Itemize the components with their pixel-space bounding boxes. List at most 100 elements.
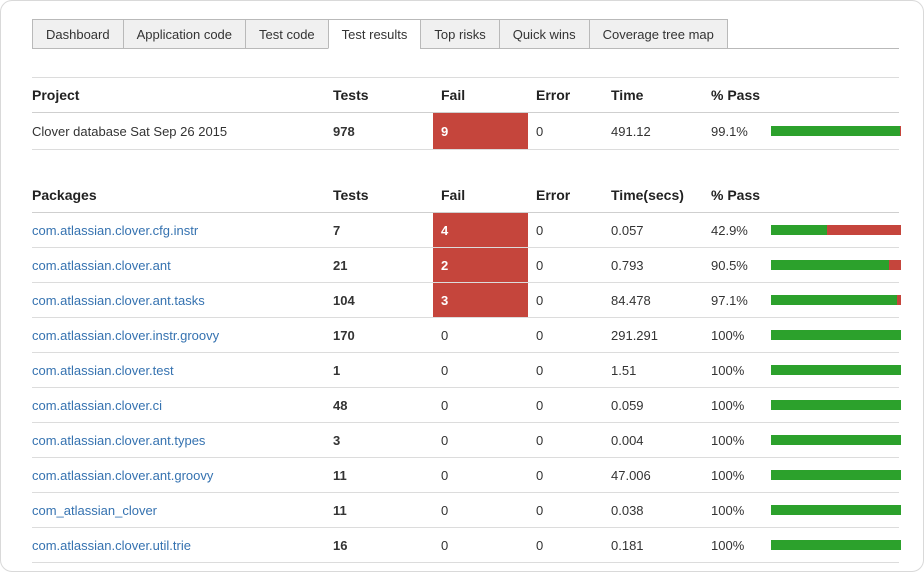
package-link[interactable]: com.atlassian.clover.test (32, 362, 174, 378)
pass-bar (771, 540, 901, 550)
row-fail: 2 (433, 248, 528, 282)
tab-top-risks[interactable]: Top risks (420, 19, 500, 49)
pass-bar (771, 225, 901, 235)
row-time: 0.181 (611, 537, 644, 553)
package-link[interactable]: com.atlassian.clover.ci (32, 397, 163, 413)
row-pass-pct: 100% (711, 397, 745, 413)
tab-test-results[interactable]: Test results (327, 19, 422, 49)
package-link[interactable]: com.atlassian.clover.instr.groovy (32, 327, 220, 343)
package-link[interactable]: com.atlassian.clover.ant.types (32, 432, 206, 448)
row-fail: 0 (441, 327, 449, 343)
table-row: com_atlassian_clover 11 0 0 0.038 100% (32, 493, 901, 528)
row-pass-pct: 100% (711, 467, 745, 483)
row-pass-pct: 100% (711, 432, 745, 448)
col-header-pass: % Pass (711, 187, 761, 203)
table-row: com.atlassian.clover.instr.groovy 170 0 … (32, 318, 901, 353)
pass-bar-red-segment (826, 225, 901, 235)
tab-quick-wins[interactable]: Quick wins (498, 19, 590, 49)
row-pass-pct: 99.1% (711, 123, 748, 139)
row-error: 0 (536, 432, 544, 448)
row-error: 0 (536, 327, 544, 343)
col-header-tests: Tests (333, 87, 369, 103)
col-header-fail: Fail (441, 87, 466, 103)
col-header-tests: Tests (333, 187, 369, 203)
row-fail: 4 (433, 213, 528, 247)
row-error: 0 (536, 537, 544, 553)
row-pass-bar-cell (771, 295, 901, 305)
table-row: com.atlassian.clover.ant.tasks 104 3 0 8… (32, 283, 901, 318)
project-summary-table: Project Tests Fail Error Time % Pass Clo… (32, 77, 901, 150)
row-tests: 3 (333, 432, 341, 448)
packages-table-header: Packages Tests Fail Error Time(secs) % P… (32, 178, 899, 213)
row-fail: 0 (441, 432, 449, 448)
col-header-error: Error (536, 87, 571, 103)
pass-bar-green-segment (771, 330, 901, 340)
package-link[interactable]: com_atlassian_clover (32, 502, 158, 518)
row-pass-bar-cell (771, 435, 901, 445)
row-tests: 104 (333, 292, 355, 308)
package-link[interactable]: com.atlassian.clover.util.trie (32, 537, 191, 553)
row-fail: 0 (441, 537, 449, 553)
row-pass-pct: 100% (711, 502, 745, 518)
pass-bar (771, 126, 901, 136)
row-name: Clover database Sat Sep 26 2015 (32, 123, 228, 139)
row-tests: 1 (333, 362, 341, 378)
row-error: 0 (536, 502, 544, 518)
package-link[interactable]: com.atlassian.clover.ant (32, 257, 171, 273)
package-link[interactable]: com.atlassian.clover.ant.groovy (32, 467, 214, 483)
row-pass-pct: 100% (711, 327, 745, 343)
tab-dashboard[interactable]: Dashboard (32, 19, 124, 49)
pass-bar-green-segment (771, 225, 827, 235)
pass-bar (771, 470, 901, 480)
project-table-header: Project Tests Fail Error Time % Pass (32, 77, 899, 113)
col-header-packages: Packages (32, 187, 97, 203)
col-header-project: Project (32, 87, 80, 103)
row-pass-bar-cell (771, 365, 901, 375)
pass-bar-green-segment (771, 295, 898, 305)
row-tests: 21 (333, 257, 348, 273)
row-tests: 16 (333, 537, 348, 553)
row-fail: 9 (433, 113, 528, 149)
tab-coverage-tree-map[interactable]: Coverage tree map (588, 19, 728, 49)
pass-bar-green-segment (771, 505, 901, 515)
row-time: 47.006 (611, 467, 651, 483)
row-fail: 0 (441, 362, 449, 378)
package-link[interactable]: com.atlassian.clover.ant.tasks (32, 292, 205, 308)
row-pass-bar-cell (771, 330, 901, 340)
table-row: com.atlassian.clover.ant 21 2 0 0.793 90… (32, 248, 901, 283)
pass-bar-green-segment (771, 540, 901, 550)
row-fail: 3 (433, 283, 528, 317)
row-pass-pct: 100% (711, 537, 745, 553)
pass-bar-red-segment (897, 295, 901, 305)
row-pass-bar-cell (771, 400, 901, 410)
tab-application-code[interactable]: Application code (122, 19, 247, 49)
row-error: 0 (536, 467, 544, 483)
col-header-error: Error (536, 187, 571, 203)
row-pass-bar-cell (771, 540, 901, 550)
row-time: 0.057 (611, 222, 644, 238)
packages-table: Packages Tests Fail Error Time(secs) % P… (32, 178, 901, 563)
row-time: 0.059 (611, 397, 644, 413)
row-pass-bar-cell (771, 126, 901, 136)
col-header-time-secs: Time(secs) (611, 187, 684, 203)
table-row: com.atlassian.clover.cfg.instr 7 4 0 0.0… (32, 213, 901, 248)
package-link[interactable]: com.atlassian.clover.cfg.instr (32, 222, 199, 238)
tab-test-code[interactable]: Test code (245, 19, 329, 49)
row-error: 0 (536, 397, 544, 413)
row-error: 0 (536, 257, 544, 273)
row-pass-pct: 97.1% (711, 292, 748, 308)
pass-bar-green-segment (771, 126, 900, 136)
row-time: 0.038 (611, 502, 644, 518)
row-pass-pct: 100% (711, 362, 745, 378)
row-pass-pct: 42.9% (711, 222, 748, 238)
row-time: 0.793 (611, 257, 644, 273)
pass-bar (771, 400, 901, 410)
row-tests: 48 (333, 397, 348, 413)
pass-bar-green-segment (771, 365, 901, 375)
row-error: 0 (536, 362, 544, 378)
pass-bar (771, 260, 901, 270)
pass-bar (771, 435, 901, 445)
pass-bar (771, 505, 901, 515)
col-header-pass: % Pass (711, 87, 761, 103)
